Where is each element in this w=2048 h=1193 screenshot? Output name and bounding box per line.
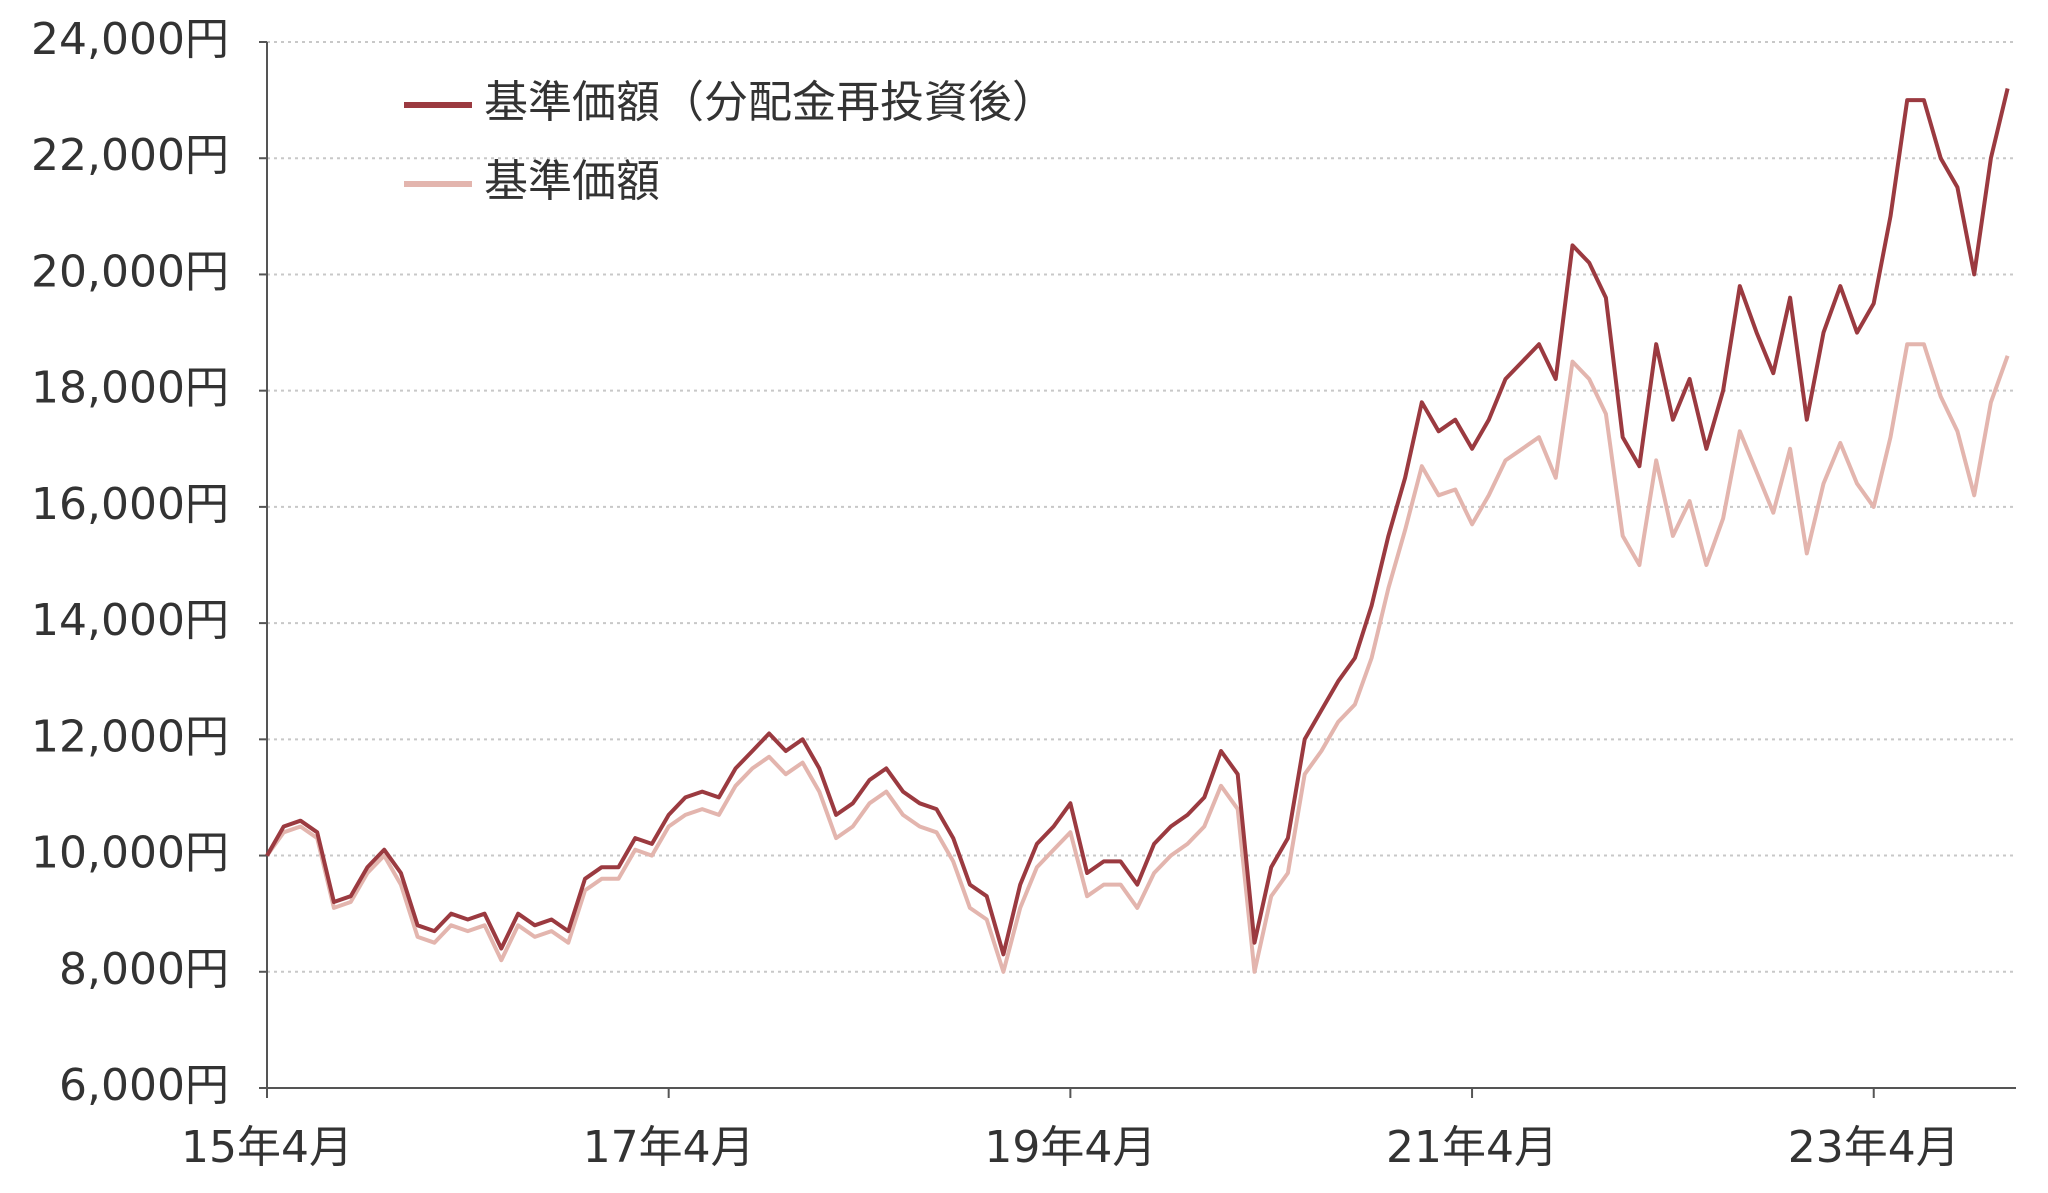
y-tick-label: 8,000円 <box>59 944 229 995</box>
legend-label: 基準価額 <box>484 156 660 207</box>
y-tick-label: 10,000円 <box>31 828 229 879</box>
y-tick-label: 14,000円 <box>31 595 229 646</box>
x-tick-label: 23年4月 <box>1788 1122 1960 1173</box>
legend-label: 基準価額（分配金再投資後） <box>484 77 1056 128</box>
x-tick-label: 19年4月 <box>984 1122 1156 1173</box>
y-tick-label: 16,000円 <box>31 479 229 530</box>
series-line <box>265 88 2010 957</box>
y-tick-label: 24,000円 <box>31 14 229 65</box>
series-line <box>265 342 2010 974</box>
x-tick-label: 15年4月 <box>181 1122 353 1173</box>
y-tick-label: 12,000円 <box>31 711 229 762</box>
y-tick-label: 6,000円 <box>59 1060 229 1111</box>
x-tick-label: 17年4月 <box>583 1122 755 1173</box>
x-tick-label: 21年4月 <box>1386 1122 1558 1173</box>
y-tick-label: 20,000円 <box>31 246 229 297</box>
y-tick-label: 22,000円 <box>31 130 229 181</box>
y-tick-label: 18,000円 <box>31 363 229 414</box>
